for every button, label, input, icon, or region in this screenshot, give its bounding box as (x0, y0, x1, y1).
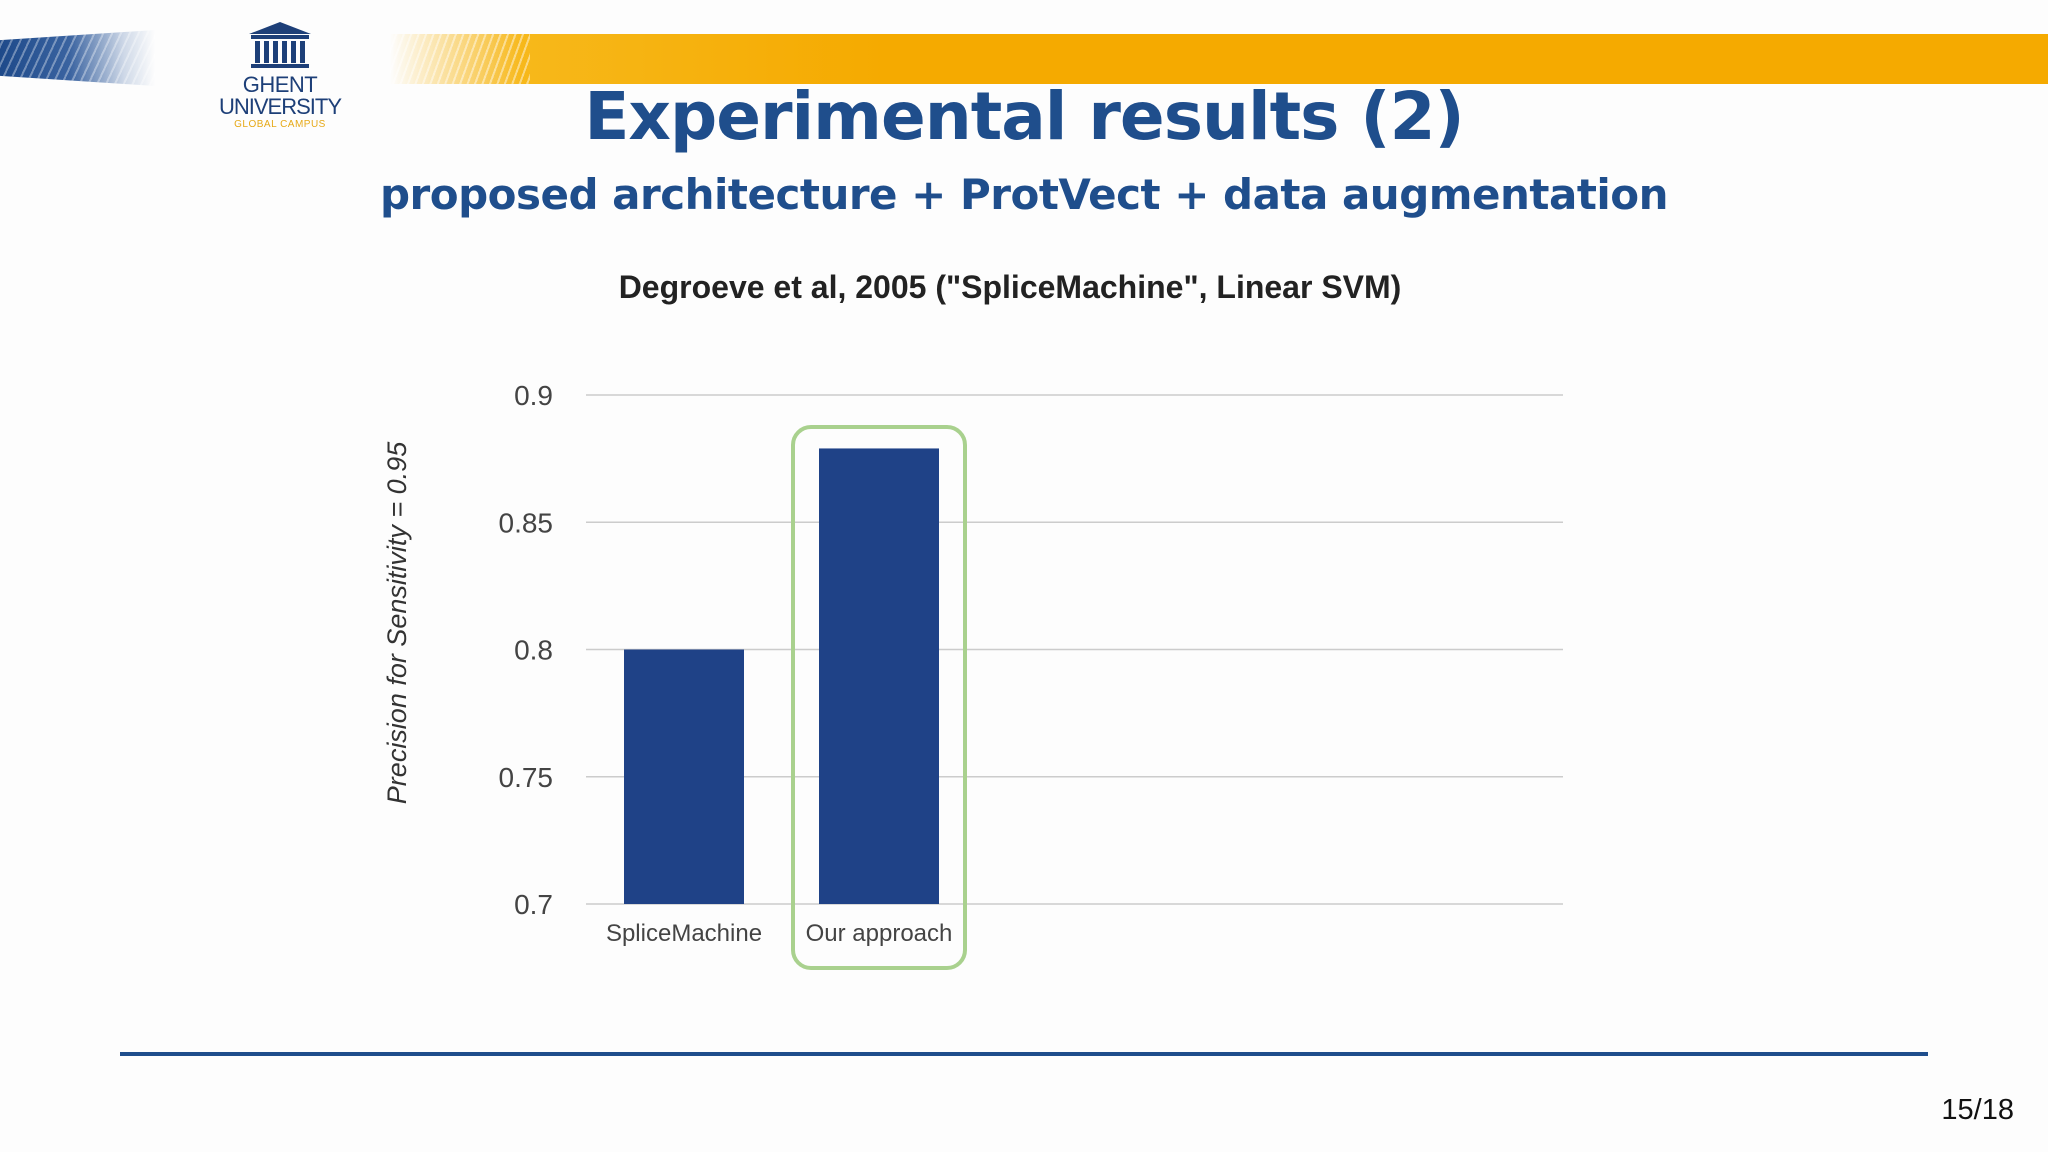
y-tick-label: 0.75 (499, 762, 554, 793)
logo-text-ghent: GHENT (242, 72, 318, 97)
header-stripe-blue (0, 30, 155, 86)
page-number: 15/18 (1941, 1094, 2014, 1126)
y-tick-label: 0.9 (514, 380, 553, 411)
header-stripe-yellow (390, 34, 2048, 84)
building-icon (249, 22, 311, 68)
x-category-label: Our approach (806, 920, 953, 947)
y-tick-label: 0.8 (514, 635, 553, 666)
bars (624, 448, 939, 904)
x-category-label: SpliceMachine (606, 920, 762, 947)
highlight-layer (791, 425, 967, 970)
university-logo: GHENT UNIVERSITY GLOBAL CAMPUS (205, 20, 355, 140)
slide-subtitle: proposed architecture + ProtVect + data … (379, 170, 1669, 219)
bar (819, 448, 939, 904)
bar (624, 649, 744, 904)
logo-text-university: UNIVERSITY (218, 94, 342, 119)
y-tick-label: 0.85 (499, 507, 554, 538)
highlight-box (791, 425, 967, 970)
logo-text-campus: GLOBAL CAMPUS (234, 119, 326, 130)
x-category-labels: SpliceMachine Our approach (606, 920, 952, 947)
gridlines (586, 394, 1563, 905)
chart-title: Degroeve et al, 2005 ("SpliceMachine", L… (619, 269, 1402, 305)
footer-divider (120, 1052, 1928, 1056)
y-axis-label: Precision for Sensitivity = 0.95 (382, 441, 412, 804)
slide-title: Experimental results (2) (584, 78, 1464, 155)
y-tick-labels: 0.7 0.75 0.8 0.85 0.9 (499, 380, 554, 920)
y-tick-label: 0.7 (514, 889, 553, 920)
